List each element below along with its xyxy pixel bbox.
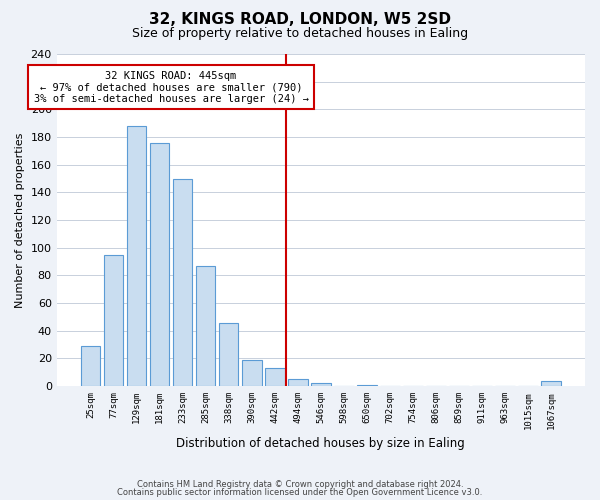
Text: Contains HM Land Registry data © Crown copyright and database right 2024.: Contains HM Land Registry data © Crown c… bbox=[137, 480, 463, 489]
Bar bbox=[242, 360, 262, 386]
Bar bbox=[80, 346, 100, 386]
Bar bbox=[357, 385, 377, 386]
Y-axis label: Number of detached properties: Number of detached properties bbox=[15, 132, 25, 308]
X-axis label: Distribution of detached houses by size in Ealing: Distribution of detached houses by size … bbox=[176, 437, 465, 450]
Bar bbox=[173, 178, 193, 386]
Text: 32 KINGS ROAD: 445sqm
← 97% of detached houses are smaller (790)
3% of semi-deta: 32 KINGS ROAD: 445sqm ← 97% of detached … bbox=[34, 70, 308, 104]
Bar bbox=[288, 380, 308, 386]
Bar bbox=[104, 254, 123, 386]
Bar bbox=[265, 368, 284, 386]
Bar bbox=[150, 142, 169, 386]
Bar bbox=[127, 126, 146, 386]
Text: Size of property relative to detached houses in Ealing: Size of property relative to detached ho… bbox=[132, 28, 468, 40]
Bar bbox=[311, 384, 331, 386]
Bar bbox=[219, 322, 238, 386]
Bar bbox=[541, 380, 561, 386]
Bar bbox=[196, 266, 215, 386]
Text: 32, KINGS ROAD, LONDON, W5 2SD: 32, KINGS ROAD, LONDON, W5 2SD bbox=[149, 12, 451, 28]
Text: Contains public sector information licensed under the Open Government Licence v3: Contains public sector information licen… bbox=[118, 488, 482, 497]
